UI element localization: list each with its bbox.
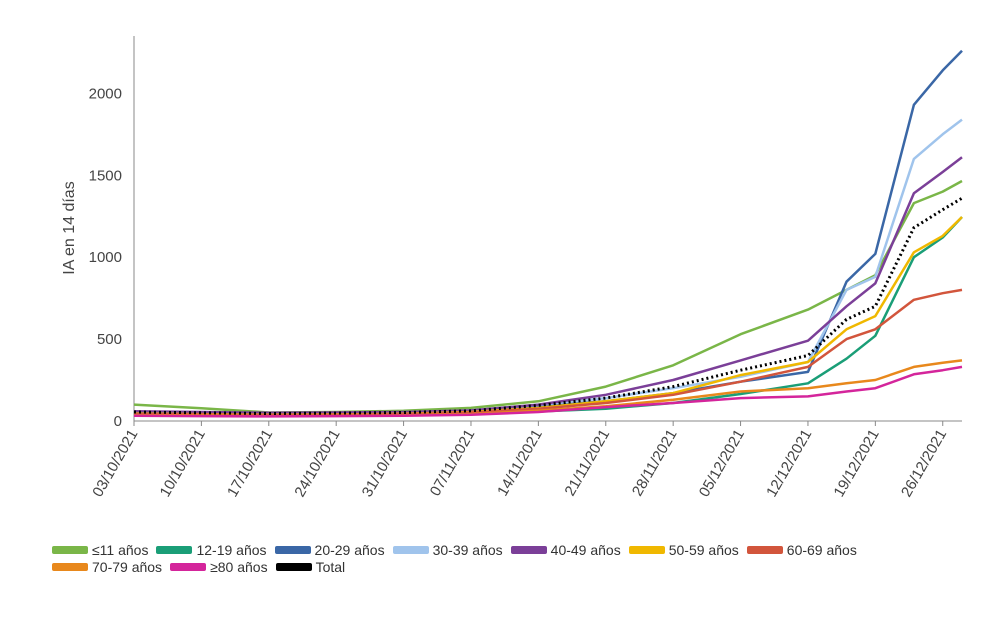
- legend-item[interactable]: 50-59 años: [628, 542, 739, 558]
- legend-swatch: [628, 546, 665, 554]
- x-tick-label: 26/12/2021: [898, 427, 950, 501]
- legend-label: 60-69 años: [786, 542, 857, 558]
- legend-swatch: [170, 562, 207, 571]
- chart-legend: ≤11 años 12-19 años 20-29 años 30-39 años 40…: [52, 541, 972, 575]
- x-tick-label: 14/11/2021: [494, 427, 546, 500]
- legend-swatch: [52, 546, 88, 554]
- x-tick-label: 28/11/2021: [629, 427, 681, 500]
- x-tick-label: 21/11/2021: [562, 427, 614, 500]
- legend-item[interactable]: 30-39 años: [392, 542, 503, 558]
- legend-swatch: [275, 562, 312, 571]
- x-tick-label: 05/12/2021: [696, 427, 748, 501]
- legend-item[interactable]: 12-19 años: [156, 542, 267, 558]
- x-tick-label: 19/12/2021: [831, 427, 883, 501]
- series-line: [133, 49, 963, 416]
- x-tick-label: 10/10/2021: [157, 427, 209, 501]
- legend-label: 40-49 años: [550, 542, 621, 558]
- legend-label: 30-39 años: [432, 542, 503, 558]
- y-tick-label: 1000: [89, 249, 122, 266]
- x-tick-label: 12/12/2021: [763, 427, 815, 501]
- legend-swatch: [392, 546, 429, 554]
- series-line: [133, 118, 963, 415]
- y-tick-label: 0: [114, 413, 122, 430]
- legend-swatch: [746, 546, 783, 554]
- x-tick-label: 31/10/2021: [359, 427, 411, 501]
- legend-label: Total: [315, 558, 346, 575]
- series-line: [133, 196, 963, 415]
- y-ticks: 0 500 1000 1500 2000: [89, 85, 122, 430]
- legend-item[interactable]: 60-69 años: [746, 542, 857, 558]
- line-chart: 0 500 1000 1500 2000 03/10/2021 10/10/2021 17/…: [61, 36, 963, 500]
- y-tick-label: 500: [97, 331, 122, 348]
- legend-label: 50-59 años: [668, 542, 739, 558]
- x-tick-label: 03/10/2021: [89, 427, 141, 501]
- legend-item[interactable]: 20-29 años: [274, 542, 385, 558]
- y-axis-label: IA en 14 días: [61, 181, 78, 274]
- series-line: [133, 365, 963, 418]
- legend-item[interactable]: Total: [275, 558, 346, 575]
- series-line: [133, 179, 963, 414]
- legend-swatch: [52, 562, 88, 571]
- legend-item[interactable]: ≤11 años: [52, 542, 149, 558]
- legend-label: 12-19 años: [196, 542, 267, 558]
- legend-label: ≤11 años: [92, 542, 149, 558]
- y-tick-label: 2000: [89, 85, 122, 102]
- series-lines: [133, 49, 963, 418]
- x-tick-label: 07/11/2021: [427, 427, 479, 500]
- legend-label: 70-79 años: [92, 558, 163, 575]
- series-line: [133, 156, 963, 415]
- y-tick-label: 1500: [89, 167, 122, 184]
- legend-swatch: [510, 546, 547, 554]
- x-tick-label: 24/10/2021: [291, 427, 343, 501]
- legend-item[interactable]: 70-79 años: [52, 558, 163, 575]
- legend-label: ≥80 años: [210, 558, 268, 575]
- legend-swatch: [156, 546, 193, 554]
- x-tick-label: 17/10/2021: [224, 427, 276, 501]
- legend-item[interactable]: ≥80 años: [170, 558, 268, 575]
- legend-label: 20-29 años: [314, 542, 385, 558]
- x-ticks: 03/10/2021 10/10/2021 17/10/2021 24/10/2021…: [89, 421, 950, 500]
- legend-item[interactable]: 40-49 años: [510, 542, 621, 558]
- legend-swatch: [274, 546, 311, 554]
